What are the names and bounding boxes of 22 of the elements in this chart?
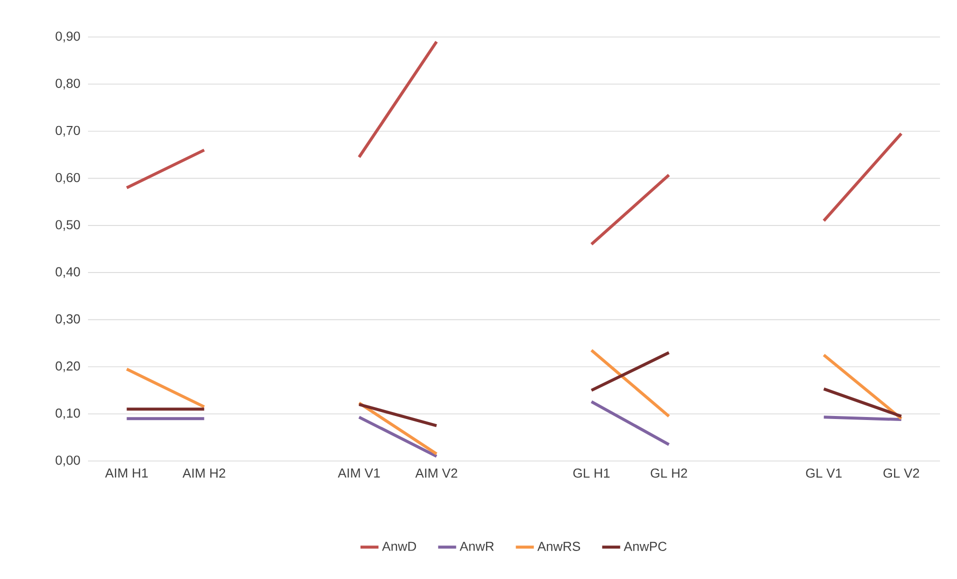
x-tick-label: GL V2 <box>884 468 920 478</box>
y-tick-label: 0,60 <box>56 172 80 184</box>
x-tick-label: AIM V2 <box>415 468 458 478</box>
x-tick-label: AIM H2 <box>182 468 226 478</box>
y-tick-label: 0,40 <box>56 267 80 278</box>
x-tick-label: GL V1 <box>806 468 842 478</box>
y-tick-label: 0,90 <box>56 32 80 42</box>
y-tick-label: 0,20 <box>56 361 80 372</box>
y-tick-label: 0,70 <box>56 126 80 137</box>
y-tick-label: 0,00 <box>56 456 80 466</box>
y-tick-label: 0,50 <box>56 220 80 231</box>
legend-label: AnwRS <box>537 542 580 551</box>
y-tick-label: 0,30 <box>56 314 80 326</box>
legend-label: AnwD <box>382 542 416 551</box>
y-tick-label: 0,10 <box>56 408 80 420</box>
legend-label: AnwPC <box>624 542 667 551</box>
legend-label: AnwR <box>460 542 494 551</box>
y-tick-label: 0,80 <box>56 78 80 90</box>
x-tick-label: AIM H1 <box>105 468 148 478</box>
x-tick-label: GL H2 <box>650 468 688 478</box>
x-tick-label: GL H1 <box>573 468 610 478</box>
x-tick-label: AIM V1 <box>338 468 380 478</box>
